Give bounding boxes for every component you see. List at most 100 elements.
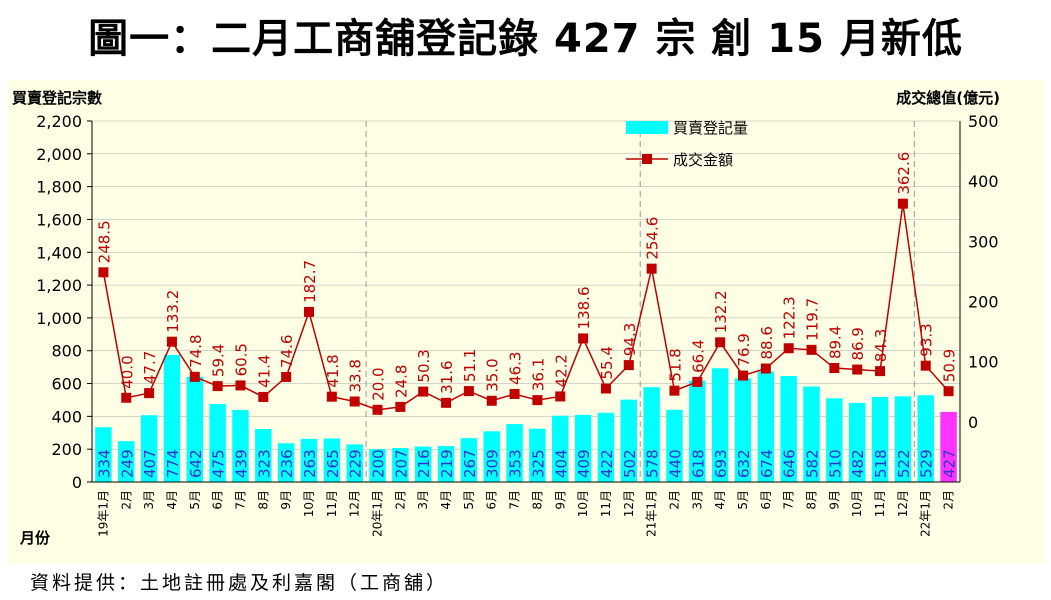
x-tick-label: 6月: [211, 490, 225, 510]
y-tick-label: 200: [51, 440, 82, 459]
line-marker: [806, 344, 817, 355]
x-tick-label: 7月: [508, 490, 522, 510]
x-tick-label: 11月: [873, 490, 887, 517]
bar: [95, 427, 112, 482]
line-value-label: 40.0: [118, 355, 136, 388]
bar: [689, 380, 706, 482]
legend-line-label: 成交金額: [673, 151, 733, 169]
y-tick-label: 2,000: [36, 145, 82, 164]
bar: [255, 428, 272, 482]
bar-value-label: 229: [347, 449, 365, 478]
x-tick-label: 4月: [165, 490, 179, 510]
y2-tick-label: 400: [968, 172, 999, 191]
line-marker: [395, 401, 406, 412]
line-value-label: 36.1: [529, 358, 547, 391]
bar-value-label: 422: [598, 449, 616, 478]
line-value-label: 86.9: [849, 327, 867, 360]
x-tick-label: 7月: [782, 490, 796, 510]
bar-value-label: 325: [529, 449, 547, 478]
line-marker: [897, 198, 908, 209]
bar: [414, 446, 432, 482]
bar-value-label: 578: [644, 449, 662, 478]
legend-line-marker: [642, 154, 652, 164]
line-marker: [783, 343, 794, 354]
bar: [757, 371, 775, 482]
line-marker: [829, 363, 840, 374]
x-tick-label: 12月: [896, 490, 910, 517]
line-value-label: 74.8: [187, 334, 205, 367]
bar-value-label: 632: [735, 449, 753, 478]
line-marker: [600, 383, 611, 394]
x-tick-label: 21年1月: [645, 490, 659, 537]
line-marker: [715, 337, 726, 348]
bar-value-label: 582: [804, 449, 822, 478]
line-marker: [738, 370, 748, 381]
line-marker: [235, 380, 246, 391]
bar-value-label: 427: [941, 449, 959, 478]
bar-value-label: 219: [438, 449, 456, 478]
line-value-label: 50.3: [415, 349, 433, 382]
x-tick-label: 10月: [302, 490, 316, 517]
legend-bar-swatch: [626, 121, 668, 134]
line-value-label: 94.3: [621, 323, 639, 356]
legend-bar-label: 買賣登記量: [673, 119, 748, 137]
line-value-label: 122.3: [781, 296, 799, 339]
line-marker: [920, 360, 931, 371]
x-tick-label: 7月: [233, 490, 247, 510]
line-value-label: 50.9: [941, 349, 959, 382]
y-tick-label: 1,400: [36, 243, 82, 262]
line-marker: [463, 386, 474, 397]
bar-value-label: 263: [301, 449, 319, 478]
bar-value-label: 265: [324, 449, 342, 478]
line-value-label: 35.0: [484, 358, 502, 391]
source-note: 資料提供：土地註冊處及利嘉閣（工商舖）: [30, 572, 449, 594]
x-tick-label: 8月: [530, 490, 544, 510]
y-tick-label: 2,200: [36, 112, 82, 131]
bar: [232, 409, 249, 482]
line-marker: [441, 397, 452, 408]
y-tick-label: 800: [51, 342, 82, 361]
x-tick-label: 4月: [713, 490, 727, 510]
bar: [529, 428, 546, 482]
line-value-label: 24.8: [392, 365, 410, 398]
y-tick-label: 1,800: [36, 178, 82, 197]
line-marker: [418, 386, 429, 397]
bar-value-label: 334: [95, 449, 113, 478]
x-tick-label: 12月: [622, 490, 636, 517]
bar-value-label: 674: [758, 449, 776, 478]
bar: [369, 449, 386, 482]
bar: [894, 396, 912, 482]
y2-tick-label: 300: [968, 232, 999, 251]
line-value-label: 33.8: [347, 359, 365, 392]
bar: [392, 448, 409, 482]
line-marker: [98, 267, 109, 278]
y2-tick-label: 0: [968, 413, 978, 432]
line-value-label: 46.3: [507, 352, 525, 385]
bar-value-label: 249: [118, 449, 136, 478]
x-tick-label: 3月: [142, 490, 156, 510]
bar: [506, 424, 523, 482]
y2-axis-label: 成交總值(億元): [896, 89, 1000, 107]
line-marker: [304, 306, 314, 317]
bar: [118, 441, 135, 482]
line-marker: [669, 385, 680, 396]
line-marker: [212, 381, 223, 392]
bar-value-label: 618: [689, 449, 707, 478]
line-value-label: 66.4: [689, 339, 707, 372]
bar: [552, 415, 569, 482]
line-value-label: 47.7: [141, 351, 159, 384]
bar: [300, 438, 318, 482]
bar-value-label: 207: [392, 449, 410, 478]
line-value-label: 138.6: [575, 286, 593, 329]
line-value-label: 42.2: [552, 354, 570, 387]
bar: [871, 397, 889, 482]
line-marker: [875, 366, 886, 377]
chart-background: [8, 80, 1044, 564]
bar: [848, 402, 866, 482]
line-value-label: 55.4: [598, 346, 616, 379]
bar: [437, 446, 455, 482]
line-value-label: 51.1: [461, 349, 479, 382]
x-tick-label: 4月: [439, 490, 453, 510]
page-title: 圖一：二月工商舖登記錄 427 宗 創 15 月新低: [88, 16, 963, 62]
y-tick-label: 1,000: [36, 309, 82, 328]
